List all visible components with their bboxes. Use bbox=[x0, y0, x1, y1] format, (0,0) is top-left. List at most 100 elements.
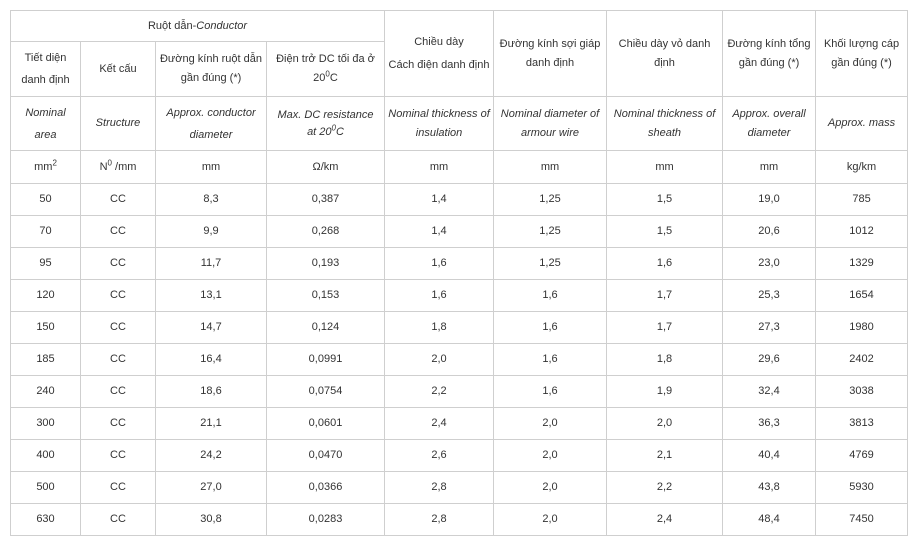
cell-area: 400 bbox=[10, 439, 81, 472]
header-overall-vn: Đường kính tổng gần đúng (*) bbox=[722, 10, 817, 97]
cell-structure: CC bbox=[80, 279, 156, 312]
header-area-en: Nominal area bbox=[10, 96, 81, 151]
cell-diameter: 11,7 bbox=[155, 247, 267, 280]
table-row: 300 CC 21,1 0,0601 2,4 2,0 2,0 36,3 3813 bbox=[10, 407, 909, 440]
area-vn-line1: Tiết diện bbox=[24, 52, 67, 64]
cell-mass: 1980 bbox=[815, 311, 909, 344]
unit-area-base: mm bbox=[34, 160, 53, 173]
table-row: 150 CC 14,7 0,124 1,8 1,6 1,7 27,3 1980 bbox=[10, 311, 909, 344]
table-row: 630 CC 30,8 0,0283 2,8 2,0 2,4 48,4 7450 bbox=[10, 503, 909, 536]
cell-structure: CC bbox=[80, 439, 156, 472]
cell-resistance: 0,0754 bbox=[265, 375, 386, 408]
cell-overall: 48,4 bbox=[722, 503, 817, 536]
header-sheath-vn: Chiều dày vỏ danh định bbox=[606, 10, 724, 97]
cell-diameter: 24,2 bbox=[155, 439, 267, 472]
table-row: 120 CC 13,1 0,153 1,6 1,6 1,7 25,3 1654 bbox=[10, 279, 909, 312]
cell-armour: 2,0 bbox=[493, 471, 608, 504]
header-structure-vn: Kết cấu bbox=[80, 41, 156, 97]
mass-en-text: Approx. mass bbox=[827, 117, 896, 129]
unit-sheath: mm bbox=[606, 150, 724, 184]
cell-diameter: 21,1 bbox=[155, 407, 267, 440]
cell-overall: 23,0 bbox=[722, 247, 817, 280]
cell-overall: 19,0 bbox=[722, 183, 817, 216]
cell-overall: 36,3 bbox=[722, 407, 817, 440]
resistance-en-line1: Max. DC resistance bbox=[277, 108, 374, 121]
table-row: 70 CC 9,9 0,268 1,4 1,25 1,5 20,6 1012 bbox=[10, 215, 909, 248]
structure-vn-text: Kết cấu bbox=[99, 62, 137, 75]
header-diameter-vn: Đường kính ruột dẫn gần đúng (*) bbox=[155, 41, 267, 97]
cell-mass: 1329 bbox=[815, 247, 909, 280]
conductor-label-vn: Ruột dẫn- bbox=[147, 19, 197, 32]
cell-insulation: 1,4 bbox=[384, 183, 495, 216]
table-row: 95 CC 11,7 0,193 1,6 1,25 1,6 23,0 1329 bbox=[10, 247, 909, 280]
cell-overall: 43,8 bbox=[722, 471, 817, 504]
unit-mass: kg/km bbox=[815, 150, 909, 184]
cell-insulation: 1,6 bbox=[384, 279, 495, 312]
cell-insulation: 2,2 bbox=[384, 375, 495, 408]
conductor-group-header: Ruột dẫn-Conductor bbox=[9, 10, 386, 42]
resistance-vn-sup: 0 bbox=[325, 69, 330, 79]
cell-mass: 2402 bbox=[815, 343, 909, 376]
cell-structure: CC bbox=[80, 375, 156, 408]
unit-overall: mm bbox=[722, 150, 817, 184]
resistance-en-pre: at 20 bbox=[307, 125, 332, 138]
cell-overall: 29,6 bbox=[722, 343, 817, 376]
resistance-en-sup: 0 bbox=[331, 122, 336, 132]
cell-armour: 2,0 bbox=[493, 439, 608, 472]
cell-structure: CC bbox=[80, 471, 156, 504]
header-insulation-en: Nominal thickness of insulation bbox=[384, 96, 495, 151]
cell-structure: CC bbox=[80, 343, 156, 376]
area-en-line2: area bbox=[34, 128, 57, 141]
header-unit-row: mm2 N0 /mm mm Ω/km mm mm mm mm kg/km bbox=[10, 150, 909, 184]
conductor-label-en: Conductor bbox=[196, 19, 248, 32]
cell-resistance: 0,0991 bbox=[265, 343, 386, 376]
unit-insulation: mm bbox=[384, 150, 495, 184]
cell-area: 120 bbox=[10, 279, 81, 312]
cell-resistance: 0,268 bbox=[265, 215, 386, 248]
unit-resistance: Ω/km bbox=[265, 150, 386, 184]
cell-sheath: 2,1 bbox=[606, 439, 724, 472]
cell-mass: 3038 bbox=[815, 375, 909, 408]
insulation-vn-line2: Cách điện danh định bbox=[388, 58, 490, 71]
cell-insulation: 1,6 bbox=[384, 247, 495, 280]
cell-sheath: 1,6 bbox=[606, 247, 724, 280]
header-mass-vn: Khối lượng cáp gần đúng (*) bbox=[815, 10, 909, 97]
cell-sheath: 1,5 bbox=[606, 215, 724, 248]
cell-diameter: 16,4 bbox=[155, 343, 267, 376]
unit-structure-base: N bbox=[99, 160, 108, 173]
cell-sheath: 1,5 bbox=[606, 183, 724, 216]
cell-structure: CC bbox=[80, 183, 156, 216]
unit-area: mm2 bbox=[10, 150, 81, 184]
structure-en-text: Structure bbox=[95, 117, 141, 129]
unit-armour: mm bbox=[493, 150, 608, 184]
cell-area: 150 bbox=[10, 311, 81, 344]
cell-mass: 1654 bbox=[815, 279, 909, 312]
table-row: 185 CC 16,4 0,0991 2,0 1,6 1,8 29,6 2402 bbox=[10, 343, 909, 376]
cell-mass: 5930 bbox=[815, 471, 909, 504]
insulation-en-text: Nominal thickness of insulation bbox=[388, 107, 490, 139]
cell-insulation: 2,6 bbox=[384, 439, 495, 472]
cell-insulation: 1,4 bbox=[384, 215, 495, 248]
cell-structure: CC bbox=[80, 407, 156, 440]
armour-vn-text: Đường kính sợi giáp danh định bbox=[499, 37, 601, 69]
cell-sheath: 2,0 bbox=[606, 407, 724, 440]
cell-structure: CC bbox=[80, 215, 156, 248]
unit-structure-post: /mm bbox=[111, 160, 137, 173]
header-sheath-en: Nominal thickness of sheath bbox=[606, 96, 724, 151]
cell-area: 50 bbox=[10, 183, 81, 216]
diameter-en-line2: diameter bbox=[189, 128, 233, 141]
cell-sheath: 2,4 bbox=[606, 503, 724, 536]
cell-resistance: 0,193 bbox=[265, 247, 386, 280]
cell-resistance: 0,0283 bbox=[265, 503, 386, 536]
cell-sheath: 2,2 bbox=[606, 471, 724, 504]
cell-resistance: 0,0366 bbox=[265, 471, 386, 504]
cell-resistance: 0,153 bbox=[265, 279, 386, 312]
cell-insulation: 1,8 bbox=[384, 311, 495, 344]
table-row: 50 CC 8,3 0,387 1,4 1,25 1,5 19,0 785 bbox=[10, 183, 909, 216]
table-row: 500 CC 27,0 0,0366 2,8 2,0 2,2 43,8 5930 bbox=[10, 471, 909, 504]
cell-area: 500 bbox=[10, 471, 81, 504]
cell-sheath: 1,7 bbox=[606, 311, 724, 344]
cell-sheath: 1,8 bbox=[606, 343, 724, 376]
cell-diameter: 13,1 bbox=[155, 279, 267, 312]
cell-diameter: 14,7 bbox=[155, 311, 267, 344]
